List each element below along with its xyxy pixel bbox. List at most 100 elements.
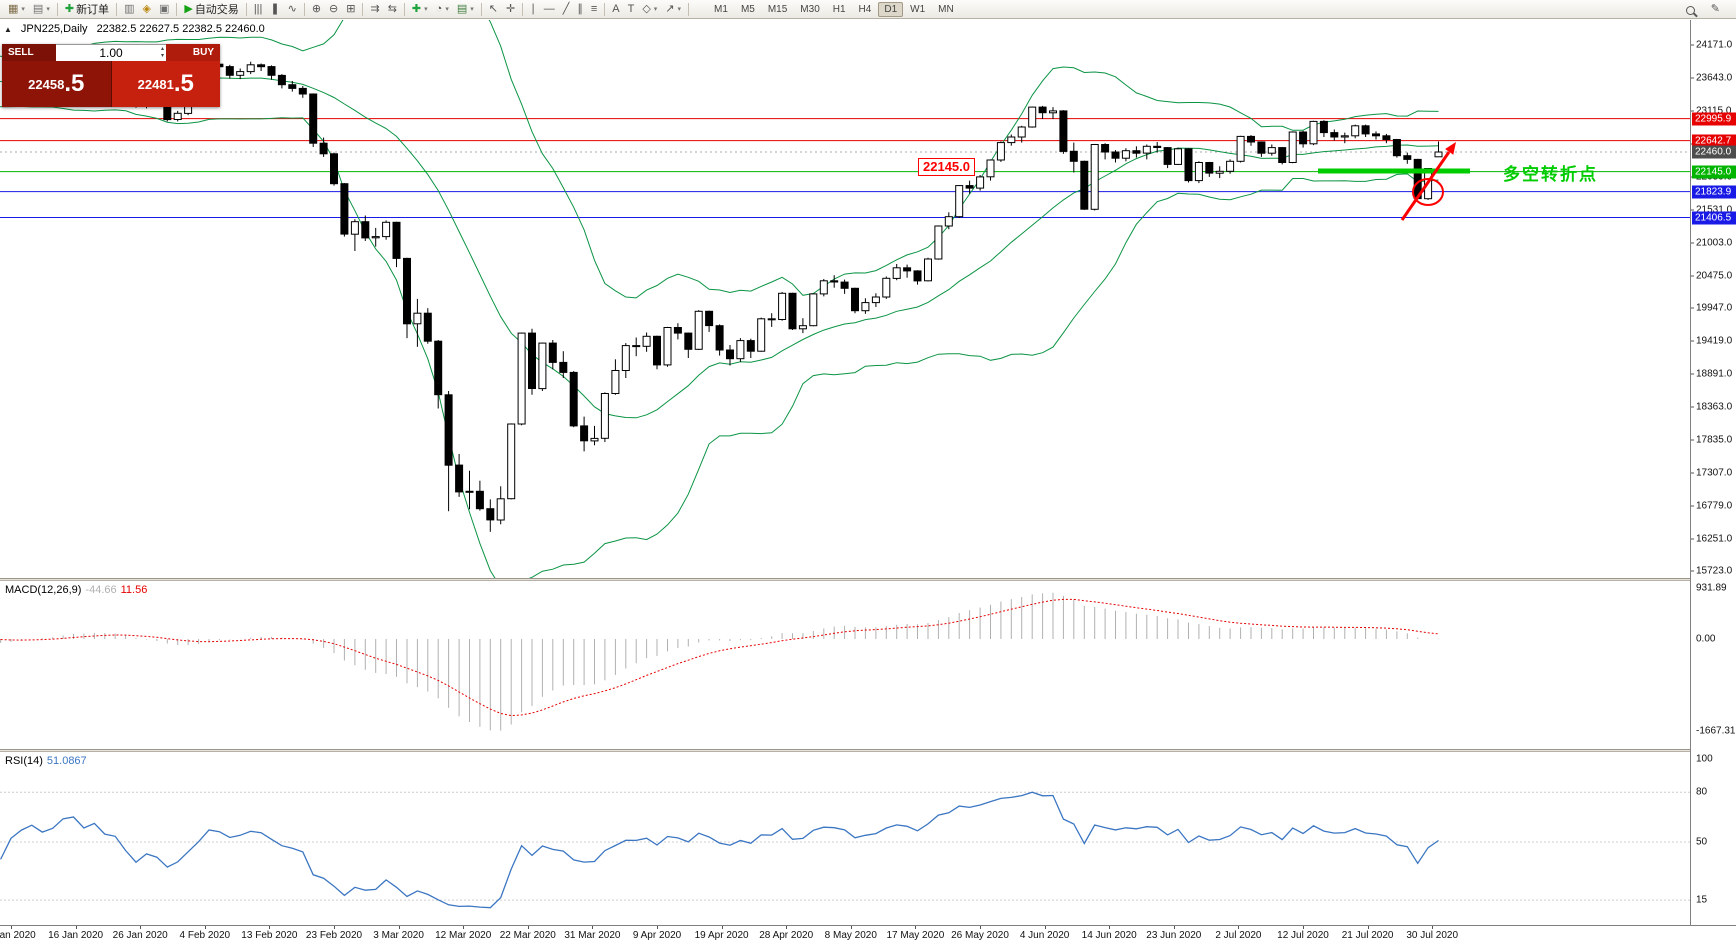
zoom-out-icon: ⊖ [329, 2, 339, 15]
navigator-button[interactable]: ◈ [138, 0, 154, 19]
date-axis[interactable]: 7 Jan 2020 16 Jan 2020 26 Jan 2020 4 Feb 20… [0, 925, 1736, 945]
chart-title: ▲ JPN225,Daily 22382.5 22627.5 22382.5 2… [4, 23, 265, 35]
timeframe-button-m15[interactable]: M15 [767, 3, 788, 15]
auto-scroll-icon: ⇉ [370, 2, 380, 15]
channel-button[interactable]: ∥ [573, 0, 587, 19]
fibonacci-button[interactable]: ≡ [587, 0, 601, 19]
rsi-pane[interactable] [0, 752, 1690, 925]
zoom-out-button[interactable]: ⊖ [325, 0, 342, 19]
vertical-line-button[interactable]: ∣ [526, 0, 540, 19]
candle-body [1142, 145, 1151, 154]
text-button[interactable]: A [608, 0, 623, 19]
indicators-button[interactable]: ✚ ▾ [408, 0, 432, 19]
chevron-down-icon: ▾ [445, 6, 449, 13]
price-axis-label: 23643.0 [1696, 72, 1733, 84]
buy-price-button[interactable]: 22481.5 [111, 61, 220, 107]
volume-down-button[interactable]: ▾ [160, 53, 164, 59]
candle-body [1226, 160, 1235, 172]
volume-up-button[interactable]: ▴ [160, 46, 164, 52]
one-click-trading-panel: SELL 1.00 ▴ ▾ BUY 22458.5 22481.5 [2, 44, 220, 107]
channel-icon: ∥ [577, 2, 583, 15]
new-order-button-label: 新订单 [76, 4, 110, 16]
bar-chart-button[interactable]: ||| [250, 0, 267, 19]
candlestick-chart-button[interactable]: ❚ [266, 0, 283, 19]
candle-body [715, 325, 724, 351]
new-chart-button[interactable]: ▦ ▾ [4, 0, 29, 19]
price-axis[interactable]: 24171.023643.023115.022587.022059.021531… [1690, 20, 1736, 925]
arrows-button[interactable]: ↗ ▾ [661, 0, 685, 19]
zoom-in-button[interactable]: ⊕ [308, 0, 325, 19]
date-axis-tick [398, 926, 400, 929]
date-axis-label: 4 Feb 2020 [179, 930, 231, 941]
timeframe-button-d1[interactable]: D1 [878, 1, 904, 17]
candle-body [361, 221, 370, 239]
timeframe-button-m5[interactable]: M5 [740, 3, 755, 15]
line-chart-button[interactable]: ∿ [284, 0, 301, 19]
sell-price-button[interactable]: 22458.5 [2, 61, 112, 107]
chart-shift-button[interactable]: ⇆ [384, 0, 401, 19]
toolbar-separator [176, 2, 178, 16]
candle-body [277, 74, 286, 86]
price-axis-label: 17835.0 [1696, 434, 1733, 446]
candle-body [1247, 135, 1255, 143]
price-axis-tick [1691, 110, 1694, 112]
date-axis-label: 19 Apr 2020 [694, 930, 749, 941]
candle-body [1153, 145, 1162, 149]
profiles-button[interactable]: ▤ ▾ [29, 0, 54, 19]
chart-window: ▲ JPN225,Daily 22382.5 22627.5 22382.5 2… [0, 20, 1736, 945]
trendline-button[interactable]: ╱ [559, 0, 574, 19]
macd-pane[interactable] [0, 581, 1690, 749]
candle-body [788, 292, 797, 330]
edit-button[interactable]: ✎ [1707, 0, 1724, 19]
periods-button[interactable]: ◔ ▾ [432, 0, 453, 19]
price-axis-tick [1691, 472, 1694, 474]
autotrading-button[interactable]: ▶ 自动交易 [180, 0, 242, 19]
market-watch-button[interactable]: ▥ [120, 0, 138, 19]
pane-separator[interactable] [0, 749, 1736, 752]
main-chart-canvas[interactable] [0, 20, 1690, 578]
crosshair-button[interactable]: ✛ [502, 0, 519, 19]
candle-body [486, 508, 495, 521]
date-axis-label: 17 May 2020 [886, 930, 945, 941]
date-axis-tick [1367, 926, 1369, 929]
label-icon: T [627, 2, 635, 15]
shapes-button[interactable]: ◇ ▾ [638, 0, 661, 19]
candle-body [538, 342, 547, 390]
candle-body [798, 325, 807, 330]
timeframe-button-m30[interactable]: M30 [800, 3, 820, 15]
candle-body [496, 498, 505, 521]
search-button[interactable] [1682, 0, 1702, 19]
timeframe-button-w1[interactable]: W1 [910, 3, 926, 15]
label-button[interactable]: T [624, 0, 639, 19]
candle-body [298, 87, 307, 95]
pane-separator[interactable] [0, 578, 1736, 581]
terminal-button[interactable]: ▣ [155, 0, 173, 19]
auto-scroll-button[interactable]: ⇉ [366, 0, 383, 19]
timeframe-button-m1[interactable]: M1 [714, 3, 728, 15]
cursor-button[interactable]: ↖ [485, 0, 502, 19]
new-order-button[interactable]: ✚ 新订单 [61, 0, 113, 19]
timeframe-button-mn[interactable]: MN [938, 3, 954, 15]
date-axis-tick [980, 926, 981, 929]
horizontal-line-button[interactable]: ― [540, 0, 559, 19]
macd-name: MACD(12,26,9) [5, 584, 82, 596]
candle-body [976, 176, 985, 189]
candle-body [1132, 150, 1141, 154]
timeframe-button-h4[interactable]: H4 [858, 3, 872, 15]
tile-windows-button[interactable]: ⊞ [342, 0, 359, 19]
timeframe-button-h1[interactable]: H1 [832, 3, 846, 15]
date-axis-tick [75, 926, 77, 929]
buy-button[interactable]: BUY [166, 44, 220, 61]
chart-shift-icon: ⇆ [387, 2, 397, 15]
candle-body [663, 327, 672, 366]
date-axis-label: 13 Feb 2020 [241, 930, 298, 941]
zoom-in-icon: ⊕ [311, 2, 322, 15]
price-axis-label: 19419.0 [1696, 335, 1733, 347]
pencil-icon: ✎ [1710, 2, 1720, 15]
price-big-digits: .5 [173, 70, 194, 97]
candle-body [1194, 162, 1203, 182]
templates-button[interactable]: ▤ ▾ [453, 0, 478, 19]
volume-input[interactable]: 1.00 ▴ ▾ [56, 44, 166, 61]
sell-button[interactable]: SELL [2, 44, 56, 61]
one-click-collapse-button[interactable]: ▲ [4, 24, 12, 34]
